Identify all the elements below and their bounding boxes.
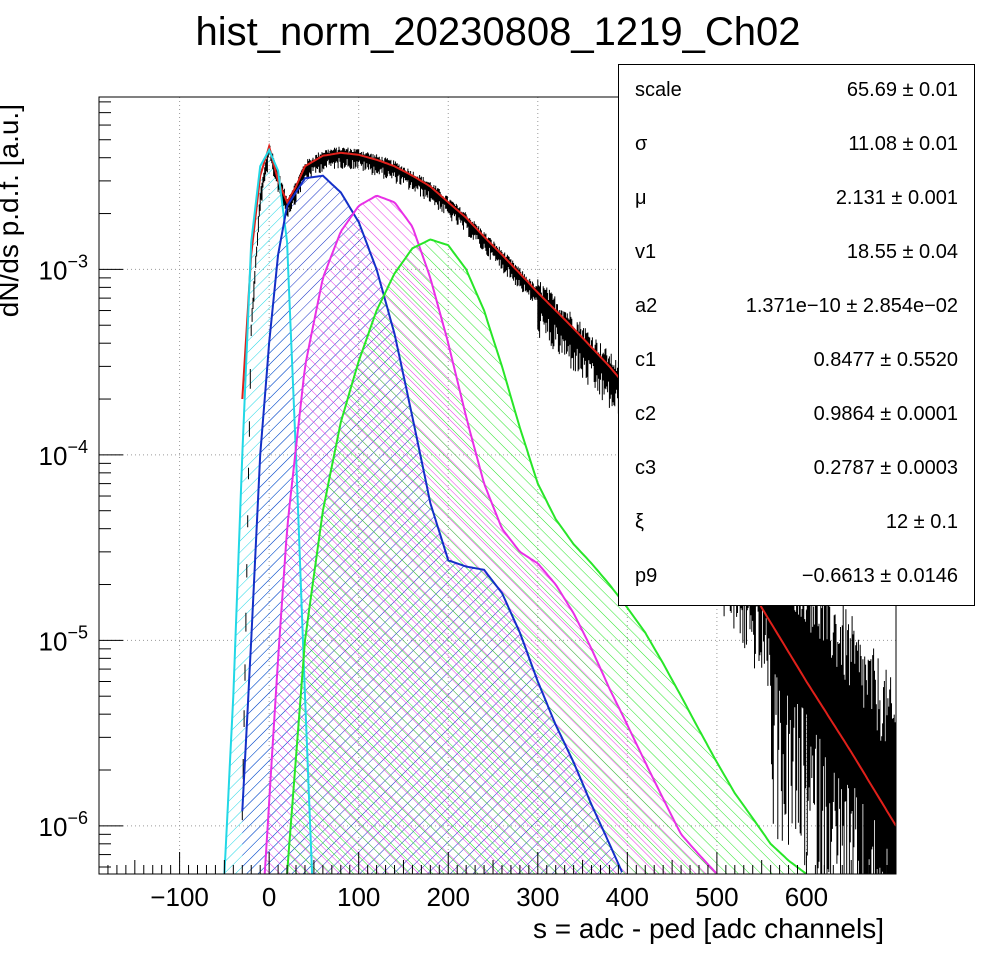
stat-value: 12 ± 0.1 [885,511,958,533]
stat-value: 0.9864 ± 0.0001 [813,403,958,425]
stat-row: v1 18.55 ± 0.04 [619,227,974,281]
y-tick-base: 10 [39,812,68,842]
stat-value: −0.6613 ± 0.0146 [801,565,958,587]
stat-name: c1 [635,349,657,371]
stat-row: μ 2.131 ± 0.001 [619,173,974,227]
y-tick-base: 10 [39,441,68,471]
y-tick-exponent: −3 [67,251,88,271]
x-axis-label: s = adc - ped [adc channels] [533,913,884,944]
stat-name: v1 [635,241,657,263]
stat-row: c2 0.9864 ± 0.0001 [619,389,974,443]
y-tick-exponent: −5 [67,622,88,642]
peak_2-curve [263,194,717,874]
y-tick-exponent: −4 [67,437,88,457]
stat-row: ξ 12 ± 0.1 [619,497,974,551]
total_fit-curve [241,142,896,827]
peak_1-curve [241,174,623,873]
y-tick-base: 10 [39,255,68,285]
y-tick-label: 10−4 [39,437,88,471]
stat-name: p9 [635,565,658,587]
stat-row: scale 65.69 ± 0.01 [619,65,974,119]
stat-name: scale [635,79,682,101]
peak-fills [224,150,807,874]
stat-name: μ [635,187,647,209]
x-tick-label: 300 [516,882,559,912]
stat-name: a2 [635,295,658,317]
x-tick-label: −100 [150,882,209,912]
peak_3-fill [287,239,807,874]
y-tick-base: 10 [39,626,68,656]
y-axis-label: dN/ds p.d.f. [a.u.] [0,104,24,317]
stat-value: 0.2787 ± 0.0003 [813,457,958,479]
x-tick-label: 600 [785,882,828,912]
y-tick-exponent: −6 [67,808,88,828]
fit-stats-box: scale 65.69 ± 0.01 σ 11.08 ± 0.01 μ 2.131 ± 0… [618,64,975,606]
stat-row: c3 0.2787 ± 0.0003 [619,443,974,497]
stat-row: σ 11.08 ± 0.01 [619,119,974,173]
stat-value: 0.8477 ± 0.5520 [813,349,958,371]
stat-row: a2 1.371e−10 ± 2.854e−02 [619,281,974,335]
stat-name: c2 [635,403,657,425]
stat-row: c1 0.8477 ± 0.5520 [619,335,974,389]
stat-value: 2.131 ± 0.001 [835,187,958,209]
chart-title: hist_norm_20230808_1219_Ch02 [195,10,801,54]
stat-value: 11.08 ± 0.01 [848,133,958,155]
stat-value: 65.69 ± 0.01 [846,79,958,101]
stat-row: p9 −0.6613 ± 0.0146 [619,551,974,605]
stat-value: 18.55 ± 0.04 [846,241,958,263]
x-tick-label: 0 [262,882,276,912]
stat-value: 1.371e−10 ± 2.854e−02 [745,295,958,317]
x-tick-label: 200 [427,882,470,912]
peak_3-curve [286,238,808,874]
stat-name: ξ [635,511,644,533]
y-tick-label: 10−6 [39,808,88,842]
x-tick-label: 400 [606,882,649,912]
y-tick-label: 10−5 [39,622,88,656]
x-tick-label: 100 [337,882,380,912]
x-tick-label: 500 [695,882,738,912]
peak_0-curve [223,147,314,874]
fit-curves [223,142,896,874]
y-tick-label: 10−3 [39,251,88,285]
stat-name: c3 [635,457,657,479]
stat-name: σ [635,133,648,155]
